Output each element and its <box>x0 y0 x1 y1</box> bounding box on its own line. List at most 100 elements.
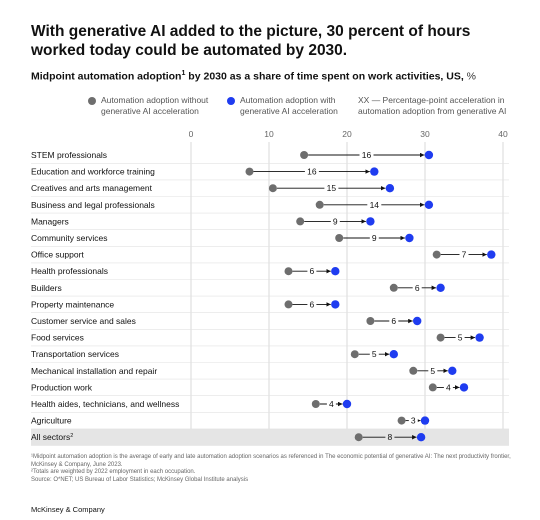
acceleration-label-bg <box>330 216 340 227</box>
acceleration-label-bg <box>359 150 374 160</box>
point-with-genai <box>342 399 352 409</box>
acceleration-label: 8 <box>388 432 393 442</box>
row-label: Health professionals <box>31 266 108 276</box>
point-without-genai <box>300 151 309 159</box>
acceleration-label-bg <box>307 266 317 277</box>
legend-without-label: Automation adoption without generative A… <box>101 95 209 116</box>
acceleration-label: 7 <box>462 250 467 260</box>
point-with-genai <box>416 433 426 442</box>
acceleration-label: 15 <box>327 183 337 193</box>
acceleration-label: 3 <box>411 416 416 426</box>
x-tick-label: 10 <box>264 129 274 139</box>
row-label: STEM professionals <box>31 150 107 160</box>
chart-subtitle: Midpoint automation adoption1 by 2030 as… <box>31 70 476 83</box>
dumbbell-chart: 0 10 20 30 40 STEM professionals 16 Education … <box>31 129 509 446</box>
acceleration-label: 5 <box>372 349 377 359</box>
acceleration-label-bg <box>455 332 465 343</box>
acceleration-label-bg <box>412 282 422 293</box>
acceleration-label: 9 <box>333 216 338 226</box>
acceleration-label: 9 <box>372 233 377 243</box>
acceleration-label: 16 <box>362 150 372 160</box>
row-label: Customer service and sales <box>31 316 136 326</box>
point-without-genai <box>389 283 398 292</box>
point-without-genai <box>428 383 437 392</box>
point-without-genai <box>354 433 363 442</box>
chart-headline: With generative AI added to the picture,… <box>31 23 471 59</box>
point-with-genai <box>424 200 434 209</box>
x-tick-label: 40 <box>498 129 508 139</box>
acceleration-label-bg <box>369 233 379 243</box>
point-with-genai <box>331 300 340 309</box>
point-without-genai <box>409 366 418 375</box>
acceleration-label: 16 <box>307 167 317 177</box>
acceleration-label-bg <box>443 382 453 393</box>
acceleration-label: 6 <box>310 299 315 309</box>
legend-acceleration-label: XX — Percentage-point acceleration in au… <box>358 95 507 116</box>
acceleration-label: 5 <box>458 333 463 343</box>
point-without-genai <box>366 317 375 325</box>
row-label: Builders <box>31 283 62 293</box>
gridlines <box>190 142 504 444</box>
point-with-genai <box>389 350 398 359</box>
row-label-footnote-marker: 2 <box>70 433 73 439</box>
point-without-genai <box>397 416 406 425</box>
footnotes: ¹Midpoint automation adoption is the ave… <box>31 454 511 484</box>
acceleration-label-bg <box>304 166 319 177</box>
point-with-genai <box>448 366 457 375</box>
subtitle-unit: % <box>463 70 477 83</box>
acceleration-label: 4 <box>329 399 334 409</box>
row-label: Agriculture <box>31 416 72 426</box>
acceleration-label-bg <box>307 299 317 310</box>
acceleration-label-bg <box>408 415 418 426</box>
subtitle-rest: by 2030 as a share of time spent on work… <box>185 70 464 83</box>
point-without-genai <box>284 267 293 276</box>
point-with-genai <box>370 167 379 176</box>
acceleration-label-bg <box>428 365 438 376</box>
point-without-genai <box>432 250 441 259</box>
point-with-genai <box>459 383 469 392</box>
row-label: Creatives and arts management <box>31 183 153 193</box>
row-label: Transportation services <box>31 349 119 359</box>
footnote-1: ¹Midpoint automation adoption is the ave… <box>31 454 511 468</box>
acceleration-label: 5 <box>430 366 435 376</box>
acceleration-label-bg <box>324 183 339 194</box>
point-with-genai <box>475 333 484 342</box>
x-axis-ticks: 0 10 20 30 40 <box>189 129 508 139</box>
point-with-genai <box>331 267 340 276</box>
row-label: Education and workforce training <box>31 167 155 177</box>
point-without-genai <box>245 167 254 176</box>
acceleration-label-bg <box>389 316 399 326</box>
point-without-genai <box>315 200 324 209</box>
legend-with-dot <box>227 97 235 105</box>
row-label: Business and legal professionals <box>31 200 155 210</box>
point-without-genai <box>268 184 277 193</box>
point-without-genai <box>335 234 344 242</box>
point-with-genai <box>424 150 434 160</box>
point-without-genai <box>296 217 305 226</box>
row-label: All sectors2 <box>31 432 73 442</box>
point-with-genai <box>487 250 496 259</box>
acceleration-label-bg <box>369 349 379 360</box>
x-tick-label: 30 <box>420 129 430 139</box>
point-without-genai <box>350 350 359 359</box>
point-with-genai <box>420 416 430 425</box>
legend-without-dot <box>88 97 96 105</box>
row-label: Mechanical installation and repair <box>31 366 157 376</box>
acceleration-label-bg <box>459 249 469 260</box>
row-label: Food services <box>31 333 84 343</box>
acceleration-label-bg <box>367 199 382 210</box>
acceleration-label: 14 <box>370 200 380 210</box>
row-label: Community services <box>31 233 108 243</box>
x-tick-label: 0 <box>189 129 194 139</box>
legend-with-label: Automation adoption with generative AI a… <box>240 95 338 116</box>
subtitle-main: Midpoint automation adoption <box>31 70 182 83</box>
point-with-genai <box>413 316 422 326</box>
point-without-genai <box>311 400 320 408</box>
footnote-2: ²Totals are weighted by 2022 employment … <box>31 469 196 475</box>
point-with-genai <box>366 217 375 226</box>
acceleration-label: 6 <box>415 283 420 293</box>
chart-rows: STEM professionals 16 Education and workfo… <box>31 150 509 446</box>
point-without-genai <box>436 333 445 342</box>
row-label: Production work <box>31 382 93 392</box>
x-tick-label: 20 <box>342 129 352 139</box>
